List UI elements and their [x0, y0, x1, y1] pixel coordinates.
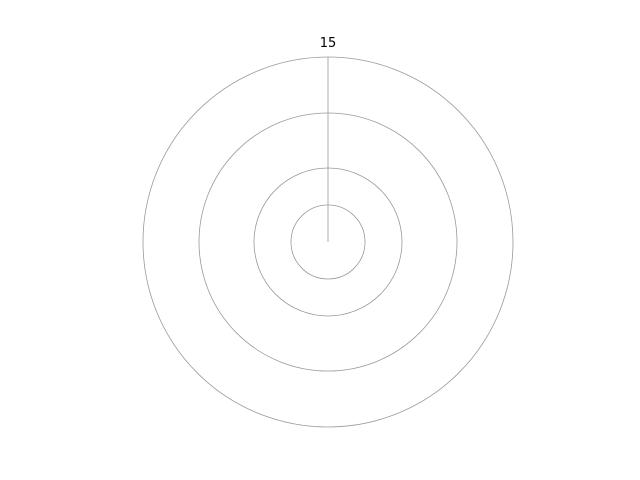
radar-category-label: 15	[320, 36, 337, 51]
radar-category-labels: 15	[320, 36, 337, 51]
